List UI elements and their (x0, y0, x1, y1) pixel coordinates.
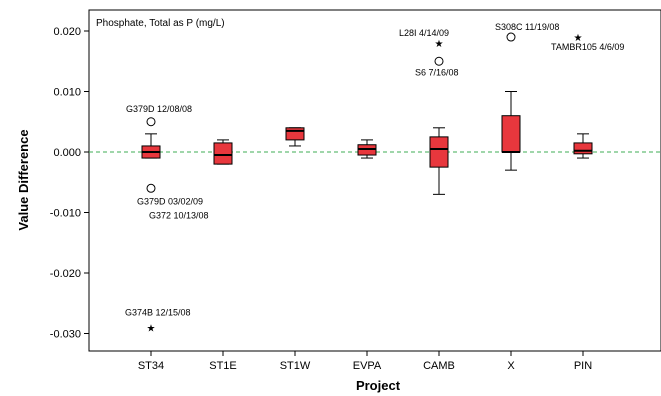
y-tick-label: -0.010 (50, 208, 81, 220)
outlier-circle (434, 56, 444, 66)
boxes-layer (141, 91, 593, 195)
y-tick-label: 0.010 (53, 87, 81, 99)
y-axis: 0.020 0.010 0.000 -0.010 -0.020 -0.030 (50, 26, 89, 341)
outlier-circle (146, 117, 156, 127)
outlier-star: ★ (435, 39, 444, 50)
outlier-label: L28I 4/14/09 (399, 28, 449, 38)
x-tick-label: X (507, 360, 515, 372)
outlier-label: S308C 11/19/08 (495, 22, 559, 32)
y-tick-label: 0.000 (53, 147, 81, 159)
plot-title: Phosphate, Total as P (mg/L) (96, 18, 225, 29)
x-tick-label: CAMB (423, 360, 455, 372)
outliers-layer: G379D 12/08/08 G379D 03/02/09 G372 10/13/0… (125, 22, 624, 334)
outlier-label: G372 10/13/08 (149, 210, 209, 220)
box-st1w (285, 127, 305, 147)
x-tick-label: ST1E (209, 360, 237, 372)
x-tick-label: ST34 (138, 360, 164, 372)
outlier-label: TAMBR105 4/6/09 (551, 42, 624, 52)
plot-area (88, 9, 661, 352)
outlier-label: G379D 03/02/09 (137, 196, 203, 206)
box-pin (573, 133, 593, 159)
y-tick-label: -0.020 (50, 268, 81, 280)
y-tick-label: 0.020 (53, 26, 81, 38)
outlier-star: ★ (574, 33, 583, 44)
box-iqr (285, 127, 305, 141)
outlier-label: S6 7/16/08 (415, 67, 459, 77)
x-axis-title: Project (356, 378, 401, 393)
box-iqr (573, 142, 593, 155)
box-iqr (213, 142, 233, 165)
box-st1e (213, 139, 233, 165)
y-axis-title: Value Difference (16, 129, 31, 230)
outlier-star: ★ (147, 323, 156, 334)
x-tick-label: EVPA (353, 360, 382, 372)
x-tick-label: ST1W (280, 360, 311, 372)
outlier-circle (146, 183, 156, 193)
box-x (501, 91, 521, 171)
outlier-label: G374B 12/15/08 (125, 307, 191, 317)
outlier-label: G379D 12/08/08 (126, 104, 192, 114)
outlier-circle (506, 32, 516, 42)
x-tick-label: PIN (574, 360, 592, 372)
box-st34 (141, 133, 161, 159)
box-iqr (429, 136, 449, 168)
box-camb (429, 127, 449, 195)
box-evpa (357, 139, 377, 159)
box-iqr (501, 115, 521, 153)
x-axis: ST34 ST1E ST1W EVPA CAMB X PIN (138, 351, 592, 372)
y-tick-label: -0.030 (50, 329, 81, 341)
